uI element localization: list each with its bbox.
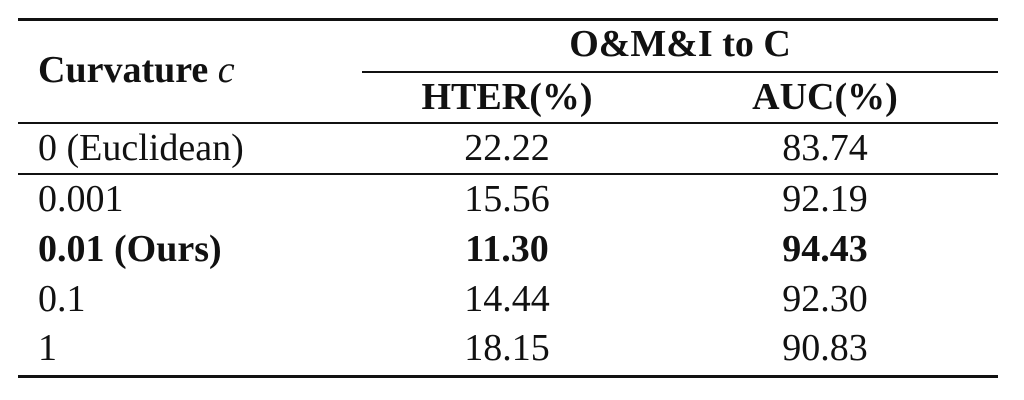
row-auc-4: 90.83 <box>782 327 868 369</box>
row-auc-3: 92.30 <box>782 278 868 320</box>
curvature-header: Curvature c <box>38 46 235 94</box>
top-rule <box>18 18 998 21</box>
curvature-symbol: c <box>217 49 235 91</box>
row-auc-2: 94.43 <box>782 228 868 270</box>
header-rule <box>18 122 998 124</box>
row-curvature-0: 0 (Euclidean) <box>38 127 244 169</box>
hter-header: HTER(%) <box>421 76 593 118</box>
bottom-rule <box>18 375 998 378</box>
row-curvature-2: 0.01 (Ours) <box>38 228 222 270</box>
row-auc-1: 92.19 <box>782 178 868 220</box>
row-curvature-3: 0.1 <box>38 278 86 320</box>
row-hter-0: 22.22 <box>464 127 550 169</box>
group-rule <box>362 71 998 73</box>
row-hter-1: 15.56 <box>464 178 550 220</box>
auc-header: AUC(%) <box>752 76 898 118</box>
group-header: O&M&I to C <box>569 23 791 65</box>
row-hter-3: 14.44 <box>464 278 550 320</box>
row-curvature-4: 1 <box>38 327 57 369</box>
row-auc-0: 83.74 <box>782 127 868 169</box>
section-rule <box>18 173 998 175</box>
row-curvature-1: 0.001 <box>38 178 124 220</box>
row-hter-4: 18.15 <box>464 327 550 369</box>
row-hter-2: 11.30 <box>465 228 549 270</box>
curvature-header-label: Curvature <box>38 49 209 91</box>
